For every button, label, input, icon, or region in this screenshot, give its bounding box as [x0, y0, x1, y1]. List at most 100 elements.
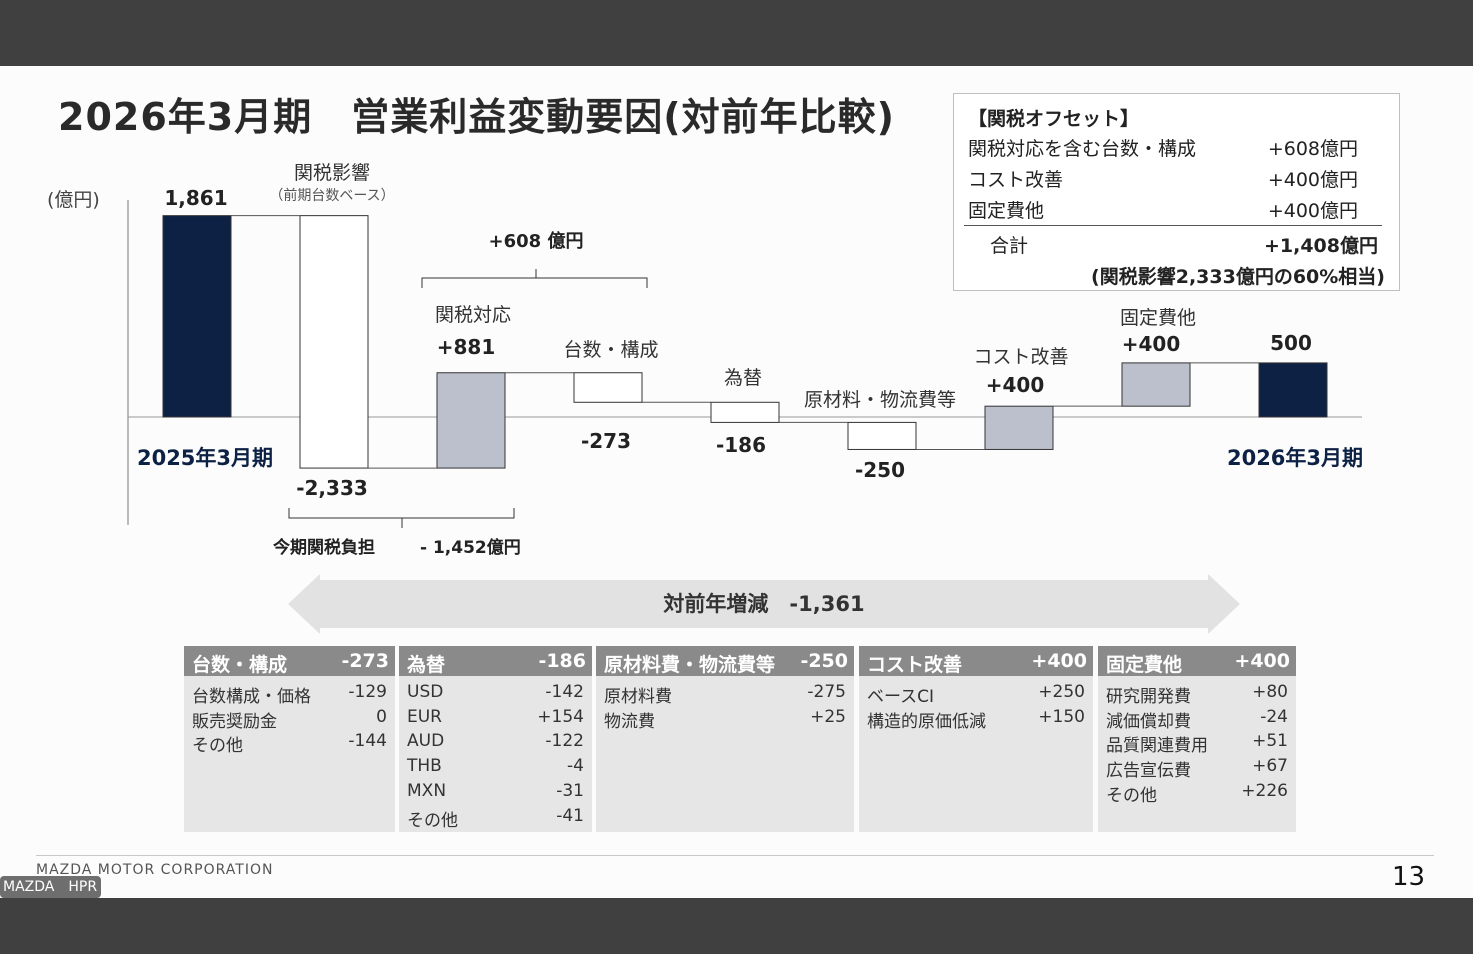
yoy-arrow: 対前年増減 -1,361	[288, 574, 1240, 634]
table-row-label: 減価償却費	[1106, 711, 1191, 732]
double-arrow-shape	[288, 574, 1240, 634]
unit-label: (億円)	[47, 189, 100, 211]
table-row-value: -129	[348, 682, 387, 702]
table-row-value: +51	[1252, 731, 1288, 752]
category-label-material: 原材料・物流費等	[804, 389, 956, 411]
table-row-label: EUR	[407, 706, 442, 727]
table-row: 物流費 +25	[604, 707, 846, 732]
bar-tariff	[299, 215, 369, 469]
footer-corp: MAZDA MOTOR CORPORATION	[36, 862, 274, 878]
data-label-start: 1,861	[164, 186, 227, 210]
table-header-name: コスト改善	[867, 654, 963, 676]
data-label-fx: -186	[716, 433, 766, 457]
category-label-start: 2025年3月期	[137, 446, 273, 470]
category-sublabel-tariff: （前期台数ベース）	[269, 187, 394, 204]
table-row-label: その他	[192, 736, 243, 757]
waterfall-chart: +608 億円 今期関税負担 - 1,452億円 (億円) 1,861 -2,33…	[47, 162, 1363, 558]
table-header-name: 固定費他	[1106, 654, 1183, 676]
table-row-label: 販売奨励金	[192, 711, 277, 732]
table-row-value: -4	[567, 756, 584, 777]
offset-total-label: 合計	[990, 235, 1029, 257]
breakdown-table: 原材料費・物流費等 -250 原材料費 -275 物流費 +25	[596, 646, 854, 832]
data-label-cost: +400	[986, 373, 1045, 397]
table-row-value: -24	[1260, 706, 1288, 727]
table-row: EUR +154	[407, 707, 584, 732]
table-row-label: 原材料費	[604, 687, 672, 707]
table-row-value: +250	[1038, 682, 1085, 702]
table-row-value: -31	[556, 780, 584, 801]
table-row-value: 0	[376, 706, 387, 727]
bracket-608	[421, 269, 648, 288]
data-label-material: -250	[855, 458, 905, 482]
data-label-tariff: -2,333	[296, 476, 368, 500]
offset-row-value: +400億円	[1267, 169, 1358, 191]
offset-total-value: +1,408億円	[1263, 235, 1378, 257]
table-row: その他 +226	[1106, 781, 1288, 806]
table-row-label: その他	[407, 810, 458, 831]
table-header-total: -250	[800, 650, 848, 672]
table-header-total: +400	[1234, 650, 1290, 672]
offset-row-label: 関税対応を含む台数・構成	[968, 138, 1197, 160]
table-row-label: 品質関連費用	[1106, 736, 1208, 757]
offset-total: 合計 +1,408億円	[990, 231, 1378, 258]
table-row: 研究開発費 +80	[1106, 682, 1288, 707]
table-row-value: +150	[1038, 706, 1085, 727]
offset-row-label: 固定費他	[968, 200, 1045, 222]
offset-row-value: +608億円	[1267, 138, 1358, 160]
category-label-end: 2026年3月期	[1227, 446, 1363, 470]
table-row-label: その他	[1106, 785, 1157, 806]
table-row: 販売奨励金 0	[192, 707, 387, 732]
table-row-value: +67	[1252, 756, 1288, 777]
table-row-value: +80	[1252, 682, 1288, 702]
page-number: 13	[1392, 862, 1426, 892]
breakdown-table: 為替 -186 USD -142 EUR +154 AUD -122 THB -4 MXN -31 その…	[399, 646, 592, 832]
channel-badge: MAZDA HPR	[0, 876, 101, 898]
chart-marks: 1,861 -2,333 +881 -273 -186 -250 +400 +400 500 20…	[137, 162, 1363, 500]
table-row: USD -142	[407, 682, 584, 707]
table-header: 台数・構成 -273	[184, 646, 395, 676]
yoy-label: 対前年増減 -1,361	[663, 592, 864, 616]
table-row: AUD -122	[407, 731, 584, 756]
table-row: ベースCI +250	[867, 682, 1085, 707]
footer-divider	[36, 855, 1434, 856]
table-row: 減価償却費 -24	[1106, 707, 1288, 732]
table-row: その他 -144	[192, 731, 387, 756]
table-header-name: 原材料費・物流費等	[604, 654, 776, 676]
table-header: 為替 -186	[399, 646, 592, 676]
bar-fx	[710, 401, 780, 423]
table-row-label: AUD	[407, 731, 445, 752]
table-row-value: +226	[1241, 780, 1288, 801]
table-header-total: -186	[538, 650, 586, 672]
table-row-label: 台数構成・価格	[192, 687, 311, 707]
breakdown-table: コスト改善 +400 ベースCI +250 構造的原価低減 +150	[859, 646, 1093, 832]
video-bottom-bar	[0, 898, 1473, 954]
bar-end	[1258, 362, 1328, 418]
bracket-1452	[288, 508, 515, 528]
table-row-value: -41	[556, 805, 584, 826]
offset-row: 関税対応を含む台数・構成 +608億円	[968, 134, 1358, 161]
table-row: 台数構成・価格 -129	[192, 682, 387, 707]
table-header-name: 台数・構成	[192, 654, 288, 676]
offset-row: 固定費他 +400億円	[968, 196, 1358, 223]
table-header: 原材料費・物流費等 -250	[596, 646, 854, 676]
table-row-value: -122	[545, 731, 584, 752]
video-top-bar	[0, 0, 1473, 66]
table-row: MXN -31	[407, 781, 584, 806]
data-label-end: 500	[1270, 331, 1312, 355]
offset-note: (関税影響2,333億円の60%相当)	[1091, 266, 1385, 288]
offset-heading: 【関税オフセット】	[968, 108, 1140, 130]
category-label-fx: 為替	[724, 367, 762, 389]
breakdown-table: 台数・構成 -273 台数構成・価格 -129 販売奨励金 0 その他 -144	[184, 646, 395, 832]
breakdown-table: 固定費他 +400 研究開発費 +80 減価償却費 -24 品質関連費用 +51 広告宣伝費 +6…	[1098, 646, 1296, 832]
table-header: 固定費他 +400	[1098, 646, 1296, 676]
bar-tariff_resp	[436, 372, 506, 469]
table-header-total: +400	[1031, 650, 1087, 672]
table-row: 構造的原価低減 +150	[867, 707, 1085, 732]
data-label-tariff_resp: +881	[437, 335, 496, 359]
data-label-volume: -273	[581, 429, 631, 453]
table-header-name: 為替	[407, 654, 446, 676]
bar-volume	[573, 372, 643, 403]
category-label-volume: 台数・構成	[563, 339, 658, 361]
bar-cost	[984, 405, 1054, 450]
data-label-fixed: +400	[1122, 332, 1181, 356]
